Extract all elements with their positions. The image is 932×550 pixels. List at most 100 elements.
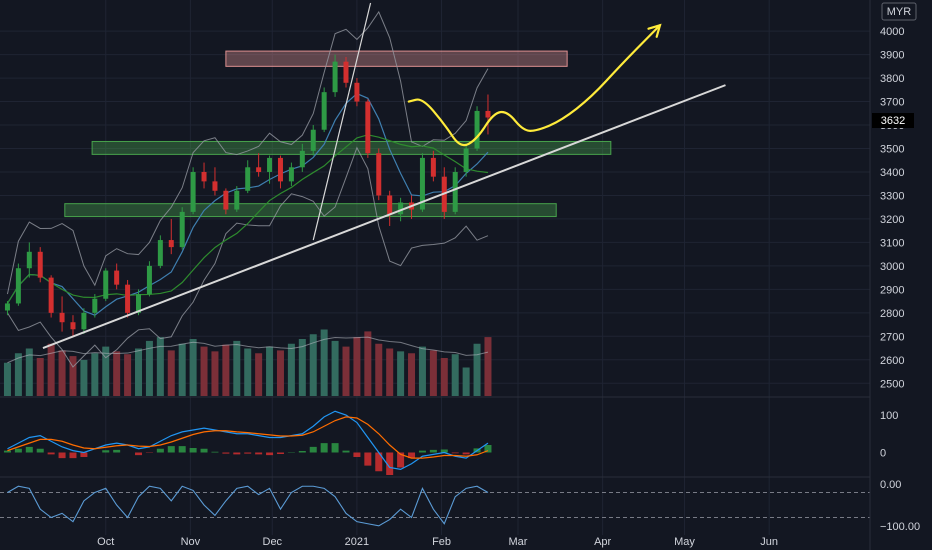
candle-body [59, 312, 65, 323]
bollinger-lower-line [7, 146, 489, 368]
price-tick-label: 3400 [880, 167, 904, 179]
macd-histogram-bar [331, 443, 339, 453]
macd-histogram-bar [364, 452, 372, 466]
volume-bar [233, 340, 241, 396]
candle-body [343, 61, 349, 83]
candle-body [299, 150, 305, 168]
volume-bar [36, 358, 44, 396]
volume-bar [244, 348, 252, 396]
candle-body [179, 211, 185, 248]
volume-bar [298, 339, 306, 396]
time-tick-label: Feb [432, 536, 451, 548]
macd-histogram-bar [320, 443, 328, 453]
volume-ma-line [7, 336, 489, 364]
candle-body [136, 294, 142, 313]
macd-histogram-bar [211, 451, 219, 453]
price-tick-label: 3000 [880, 261, 904, 273]
candle-body [256, 167, 262, 172]
macd-histogram-bar [309, 446, 317, 453]
macd-histogram-bar [484, 445, 492, 453]
volume-bar [80, 359, 88, 396]
candle-body [419, 157, 425, 210]
volume-bar [418, 346, 426, 396]
last-price-value: 3632 [881, 115, 905, 127]
oscillator-tick-label: −100.00 [880, 521, 920, 533]
macd-histogram-bar [156, 448, 164, 453]
rsi-panel [0, 485, 870, 527]
candle-body [190, 171, 196, 212]
time-axis[interactable]: Oct Nov Dec 2021 Feb Mar Apr May Jun [97, 536, 778, 548]
candle-body [332, 61, 338, 93]
volume-bar [331, 340, 339, 396]
price-tick-label: 4000 [880, 26, 904, 38]
macd-histogram-bar [233, 452, 241, 455]
candle-body [4, 303, 10, 311]
volume-bar [484, 337, 492, 396]
macd-histogram-bar [462, 452, 470, 455]
price-tick-label: 2600 [880, 355, 904, 367]
macd-tick-label: 100 [880, 410, 898, 422]
candle-body [223, 190, 229, 210]
candle-body [245, 167, 251, 191]
last-price-tag: 3632 [872, 113, 914, 128]
volume-bar [25, 348, 33, 396]
macd-histogram-bar [36, 448, 44, 453]
candle-body [168, 240, 174, 248]
volume-bar [287, 343, 295, 396]
volume-bar [266, 346, 274, 396]
currency-badge[interactable]: MYR [881, 2, 917, 21]
volume-bar [397, 351, 405, 396]
macd-histogram-bar [47, 452, 55, 455]
price-axis[interactable]: 2500 2600 2700 2800 2900 3000 3100 3200 3300 3400… [880, 26, 920, 533]
candle-body [321, 92, 327, 130]
price-tick-label: 3200 [880, 214, 904, 226]
volume-bar [124, 354, 132, 396]
volume-bar [440, 358, 448, 396]
macd-histogram-bar [167, 446, 175, 453]
macd-histogram-bar [80, 452, 88, 457]
candle-body [430, 157, 436, 177]
price-tick-label: 3100 [880, 237, 904, 249]
time-tick-label: Dec [263, 536, 283, 548]
bollinger-upper-line [6, 10, 489, 295]
time-tick-label: Apr [594, 536, 611, 548]
macd-histogram-bar [189, 448, 197, 453]
volume-bar [91, 353, 99, 396]
volume-bar [58, 350, 66, 396]
oscillator-tick-label: 0.00 [880, 479, 901, 491]
projection-arrowhead [647, 23, 662, 38]
macd-histogram-bar [69, 452, 77, 459]
volume-bar [200, 346, 208, 396]
oscillator-line [7, 485, 489, 527]
volume-bar [353, 337, 361, 396]
candle-body [452, 171, 458, 212]
candle-body [398, 202, 404, 215]
zones [64, 50, 612, 218]
volume-bar [429, 350, 437, 396]
macd-histogram-bar [3, 450, 11, 453]
volume-bar [47, 343, 55, 396]
candle-body [485, 110, 491, 118]
volume-bar [145, 340, 153, 396]
macd-histogram-bar [178, 446, 186, 453]
price-tick-label: 2800 [880, 308, 904, 320]
macd-tick-label: 0 [880, 448, 886, 460]
volume-bar [408, 353, 416, 396]
candle-body [15, 268, 21, 304]
volume-bar [386, 348, 394, 396]
macd-histogram-bar [440, 449, 448, 453]
volume-bar [167, 350, 175, 396]
volume-bar [3, 362, 11, 396]
macd-histogram-bar [135, 452, 143, 456]
macd-histogram-bar [451, 452, 459, 454]
candle-body [387, 195, 393, 215]
macd-histogram-bar [276, 452, 284, 454]
macd-histogram-bar [222, 452, 230, 454]
volume-bar [69, 356, 77, 396]
volume-bars [3, 329, 492, 396]
candle-body [310, 129, 316, 151]
price-tick-label: 2900 [880, 284, 904, 296]
candle-body [92, 298, 98, 313]
